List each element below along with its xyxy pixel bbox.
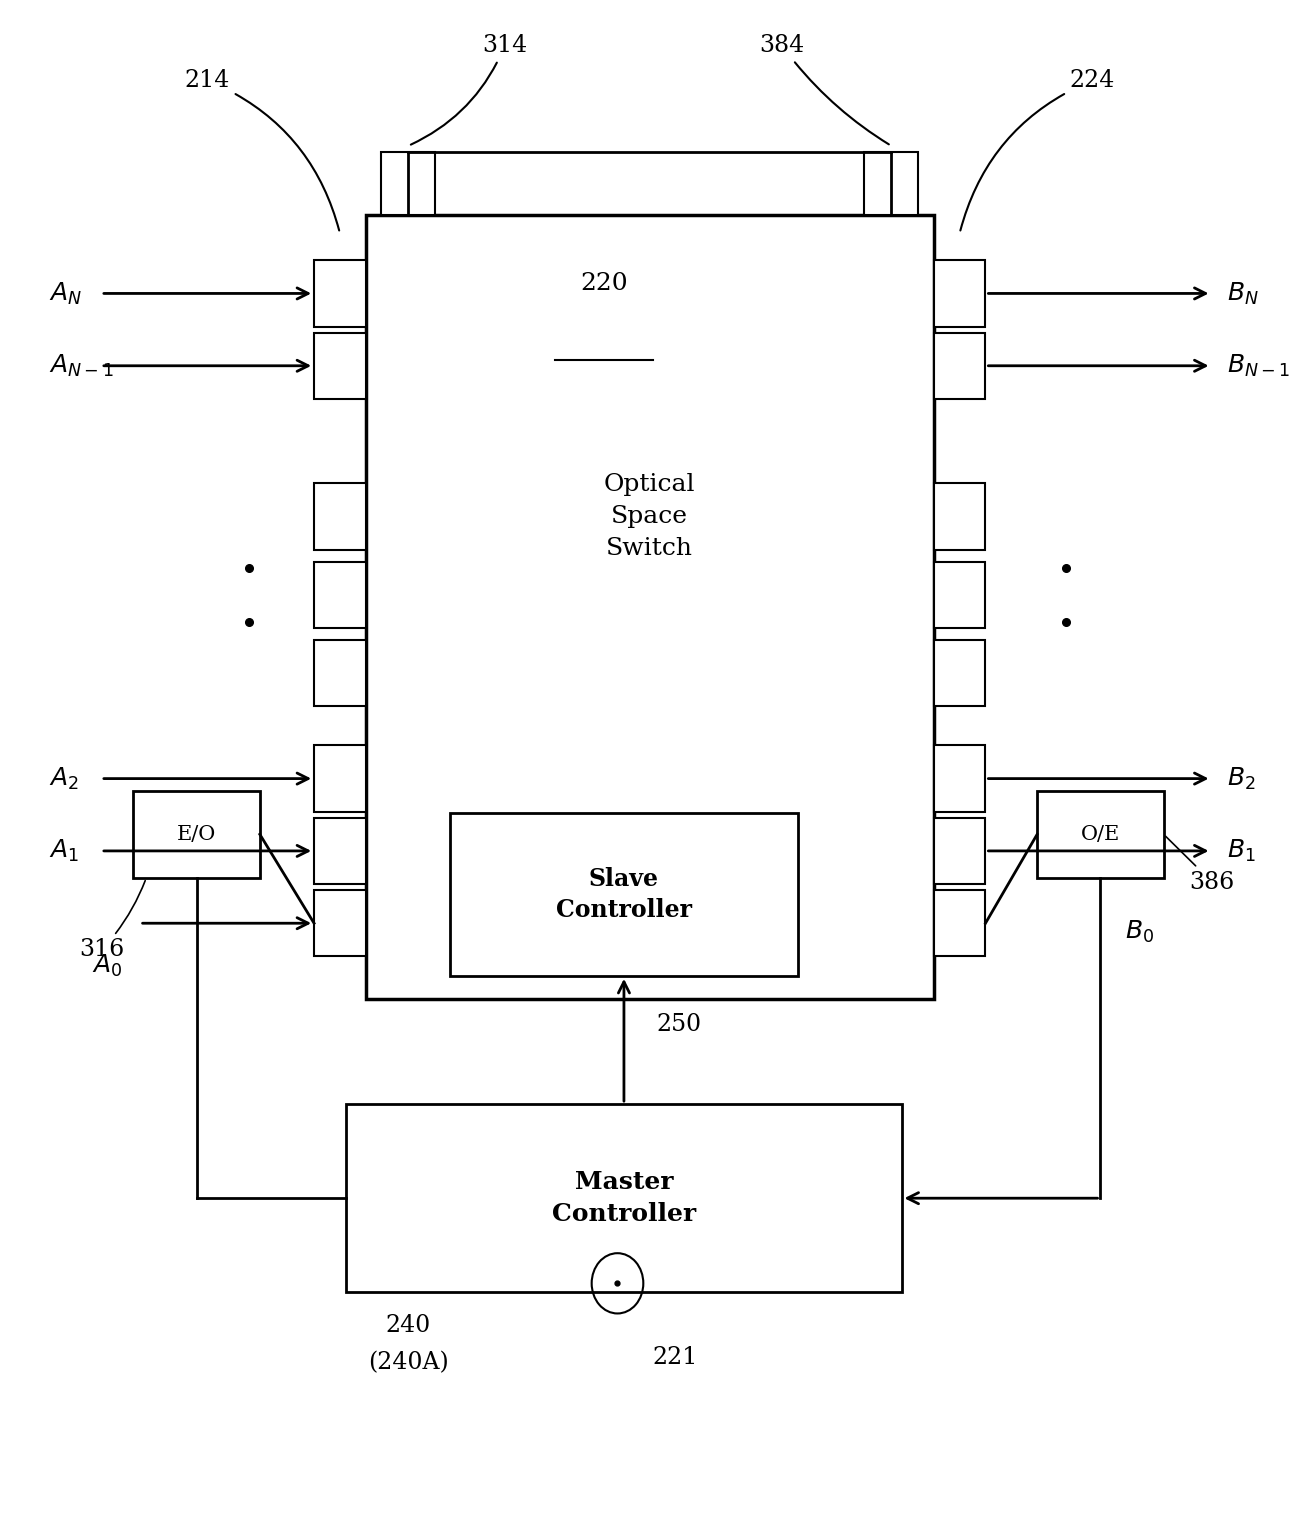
Text: 386: 386 [1165,836,1234,894]
Text: $B_0$: $B_0$ [1124,920,1155,945]
Text: 314: 314 [411,35,528,144]
Text: $A_0$: $A_0$ [92,953,122,979]
FancyBboxPatch shape [933,891,986,956]
Text: $A_N$: $A_N$ [50,280,82,306]
FancyBboxPatch shape [365,215,933,998]
FancyBboxPatch shape [933,333,986,398]
FancyBboxPatch shape [314,639,365,706]
Text: (240A): (240A) [368,1351,449,1374]
Text: Slave
Controller: Slave Controller [556,867,692,923]
FancyBboxPatch shape [314,818,365,885]
Text: O/E: O/E [1081,824,1121,844]
FancyBboxPatch shape [933,818,986,885]
Text: 240: 240 [386,1314,431,1338]
Text: $B_N$: $B_N$ [1227,280,1259,306]
FancyBboxPatch shape [449,814,798,976]
Text: 224: 224 [961,70,1115,230]
Text: 316: 316 [79,880,145,962]
FancyBboxPatch shape [314,562,365,627]
FancyBboxPatch shape [933,562,986,627]
FancyBboxPatch shape [314,483,365,550]
FancyBboxPatch shape [314,261,365,327]
FancyBboxPatch shape [933,261,986,327]
Text: 220: 220 [580,273,628,295]
Text: 221: 221 [653,1345,698,1368]
Text: $A_1$: $A_1$ [50,838,80,864]
Text: $A_2$: $A_2$ [50,765,79,792]
FancyBboxPatch shape [933,745,986,812]
Text: $A_{N-1}$: $A_{N-1}$ [50,353,114,379]
Text: $B_{N-1}$: $B_{N-1}$ [1227,353,1291,379]
FancyBboxPatch shape [314,891,365,956]
Text: $B_1$: $B_1$ [1227,838,1255,864]
Text: 250: 250 [656,1014,702,1036]
FancyBboxPatch shape [1037,791,1164,879]
FancyBboxPatch shape [314,745,365,812]
Text: Master
Controller: Master Controller [552,1171,696,1226]
FancyBboxPatch shape [347,1104,902,1292]
Text: Optical
Space
Switch: Optical Space Switch [603,473,695,561]
FancyBboxPatch shape [314,333,365,398]
FancyBboxPatch shape [864,152,919,215]
FancyBboxPatch shape [933,639,986,706]
FancyBboxPatch shape [134,791,259,879]
Text: 384: 384 [759,35,889,144]
Text: E/O: E/O [177,824,216,844]
FancyBboxPatch shape [381,152,436,215]
Text: $B_2$: $B_2$ [1227,765,1255,792]
FancyBboxPatch shape [933,483,986,550]
Text: 214: 214 [185,70,339,230]
